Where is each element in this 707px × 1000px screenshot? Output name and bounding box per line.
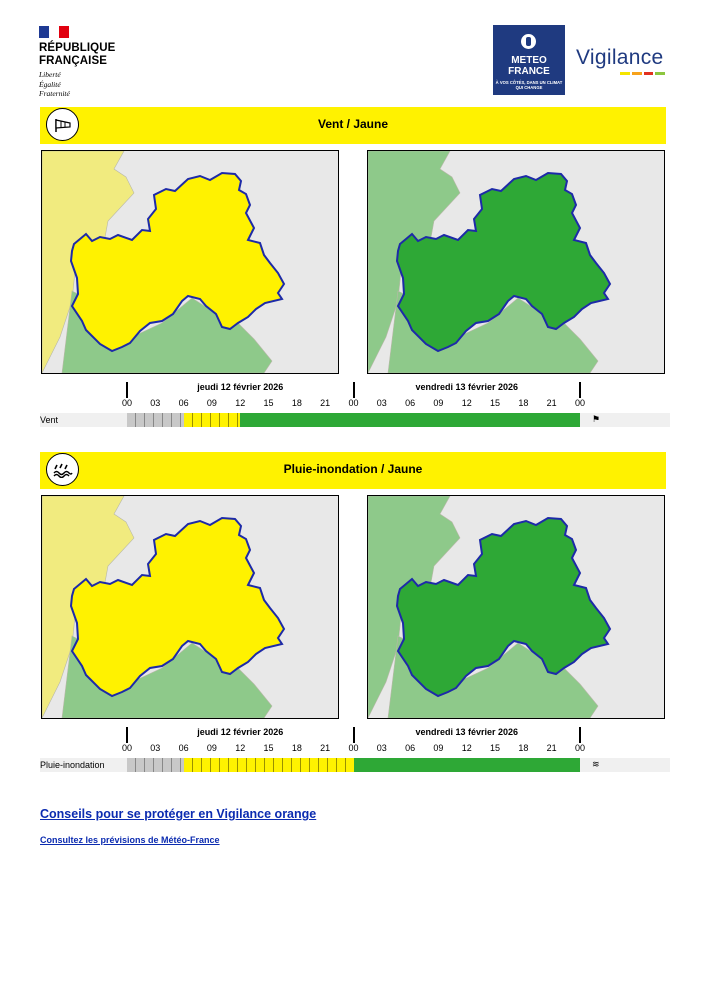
hour-label: 03	[150, 398, 161, 408]
hour-label: 09	[206, 743, 217, 753]
vent-banner: Vent / Jaune	[40, 107, 666, 144]
department-shape	[395, 516, 612, 698]
day-boundary-tick	[352, 382, 355, 398]
day-boundary-tick	[579, 727, 581, 743]
vigilance-title: Vigilance	[576, 46, 664, 69]
hour-label: 00	[574, 398, 585, 408]
day-label: jeudi 12 février 2026	[197, 727, 284, 737]
neighbor-region-west	[368, 496, 461, 718]
republique-francaise-logo: RÉPUBLIQUE FRANÇAISE	[39, 42, 116, 67]
hour-label: 21	[320, 398, 331, 408]
hour-label: 15	[263, 743, 274, 753]
hour-label: 15	[490, 743, 501, 753]
hour-label: 00	[348, 743, 359, 753]
pluie-map-day1	[41, 495, 339, 719]
forecasts-link[interactable]: Consultez les prévisions de Météo-France	[40, 835, 220, 845]
hour-label: 00	[121, 743, 132, 753]
segment-yellow	[183, 758, 354, 772]
hour-label: 18	[291, 743, 302, 753]
hour-label: 06	[178, 398, 189, 408]
meteo-france-emblem-icon	[521, 34, 536, 49]
segment-grey	[127, 758, 184, 772]
department-shape	[69, 171, 286, 353]
hour-label: 06	[405, 398, 416, 408]
rain-flood-icon	[46, 453, 79, 486]
department-shape	[395, 171, 612, 353]
hour-label: 09	[206, 398, 217, 408]
vigilance-color-bars	[620, 72, 665, 75]
department-shape	[69, 516, 286, 698]
hour-label: 09	[433, 398, 444, 408]
vent-timeline: jeudi 12 février 2026 vendredi 13 février…	[0, 380, 707, 430]
day-label: jeudi 12 février 2026	[197, 382, 284, 392]
advice-link[interactable]: Conseils pour se protéger en Vigilance o…	[40, 807, 317, 821]
vent-map-day2	[367, 150, 665, 374]
hour-label: 21	[546, 743, 557, 753]
phenomenon-label: Pluie-inondation	[40, 760, 105, 770]
day-boundary-tick	[352, 727, 355, 743]
hour-label: 00	[348, 398, 359, 408]
neighbor-region-west	[42, 496, 135, 718]
day-label: vendredi 13 février 2026	[415, 382, 519, 392]
hour-label: 03	[376, 743, 387, 753]
neighbor-region-west	[368, 151, 461, 373]
hour-label: 12	[461, 743, 472, 753]
day-boundary-tick	[126, 727, 128, 743]
hour-label: 00	[121, 398, 132, 408]
pluie-banner: Pluie-inondation / Jaune	[40, 452, 666, 489]
hour-label: 06	[178, 743, 189, 753]
pluie-map-day2	[367, 495, 665, 719]
hour-label: 00	[574, 743, 585, 753]
vigilance-bar-green	[655, 72, 665, 75]
day-label: vendredi 13 février 2026	[415, 727, 519, 737]
phenomenon-strip: Vent ⚑	[40, 413, 670, 427]
hour-label: 18	[518, 743, 529, 753]
segment-green	[240, 413, 580, 427]
pluie-title: Pluie-inondation / Jaune	[283, 462, 423, 476]
hour-label: 12	[235, 398, 246, 408]
hour-label: 06	[405, 743, 416, 753]
hour-label: 18	[291, 398, 302, 408]
hour-label: 03	[150, 743, 161, 753]
hour-label: 15	[263, 398, 274, 408]
vigilance-bar-orange	[631, 72, 642, 75]
day-boundary-tick	[579, 382, 581, 398]
vent-title: Vent / Jaune	[317, 117, 389, 131]
phenomenon-label: Vent	[40, 415, 59, 425]
vigilance-bar-red	[643, 72, 654, 75]
vent-map-day1	[41, 150, 339, 374]
vigilance-bar-yellow	[620, 72, 630, 75]
hour-label: 21	[546, 398, 557, 408]
meteo-france-logo: METEO FRANCE À VOS CÔTÉS, DANS UN CLIMAT…	[493, 25, 565, 95]
wind-sock-icon: ⚑	[592, 414, 601, 424]
hour-label: 21	[320, 743, 331, 753]
republic-motto: Liberté Égalité Fraternité	[39, 70, 70, 98]
french-flag-icon	[39, 26, 69, 38]
pluie-timeline: jeudi 12 février 2026 vendredi 13 février…	[0, 725, 707, 775]
rain-flood-icon: ≋	[592, 759, 600, 769]
hour-label: 12	[461, 398, 472, 408]
hour-label: 09	[433, 743, 444, 753]
wind-sock-icon	[46, 108, 79, 141]
hour-label: 15	[490, 398, 501, 408]
segment-yellow	[183, 413, 241, 427]
segment-grey	[127, 413, 184, 427]
hour-label: 18	[518, 398, 529, 408]
neighbor-region-west	[42, 151, 135, 373]
hour-label: 12	[235, 743, 246, 753]
segment-green	[353, 758, 580, 772]
day-boundary-tick	[126, 382, 128, 398]
phenomenon-strip: Pluie-inondation ≋	[40, 758, 670, 772]
hour-label: 03	[376, 398, 387, 408]
